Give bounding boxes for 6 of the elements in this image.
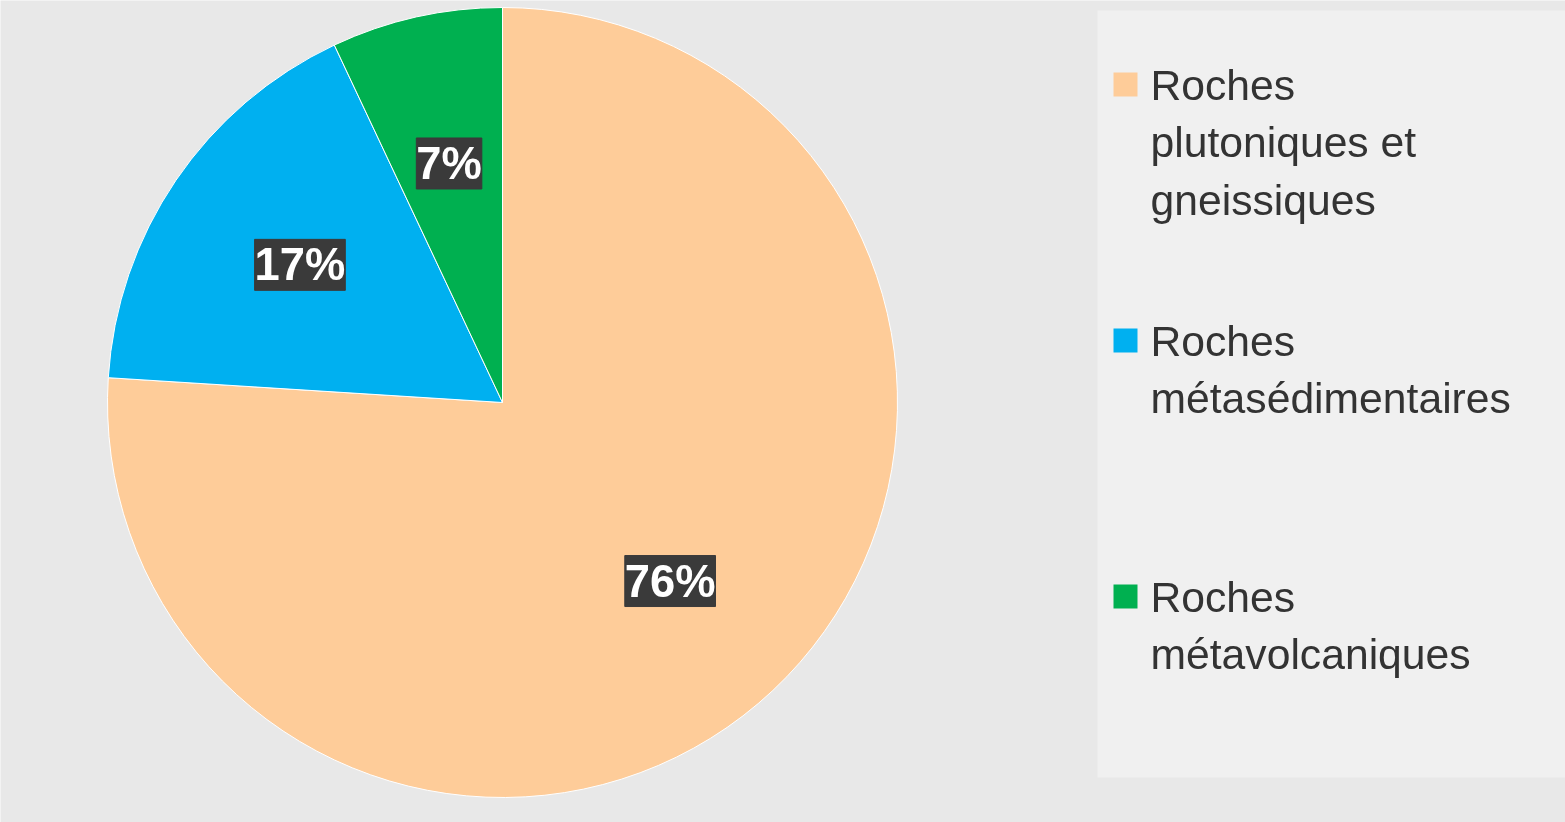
legend-label: Roches plutoniques et gneissiques: [1150, 60, 1417, 224]
legend-label: Roches métasédimentaires: [1150, 316, 1511, 423]
legend-label: Roches métavolcaniques: [1150, 572, 1471, 679]
data-label: 17%: [254, 239, 346, 291]
data-label: 76%: [624, 555, 716, 607]
data-label: 7%: [416, 138, 482, 189]
